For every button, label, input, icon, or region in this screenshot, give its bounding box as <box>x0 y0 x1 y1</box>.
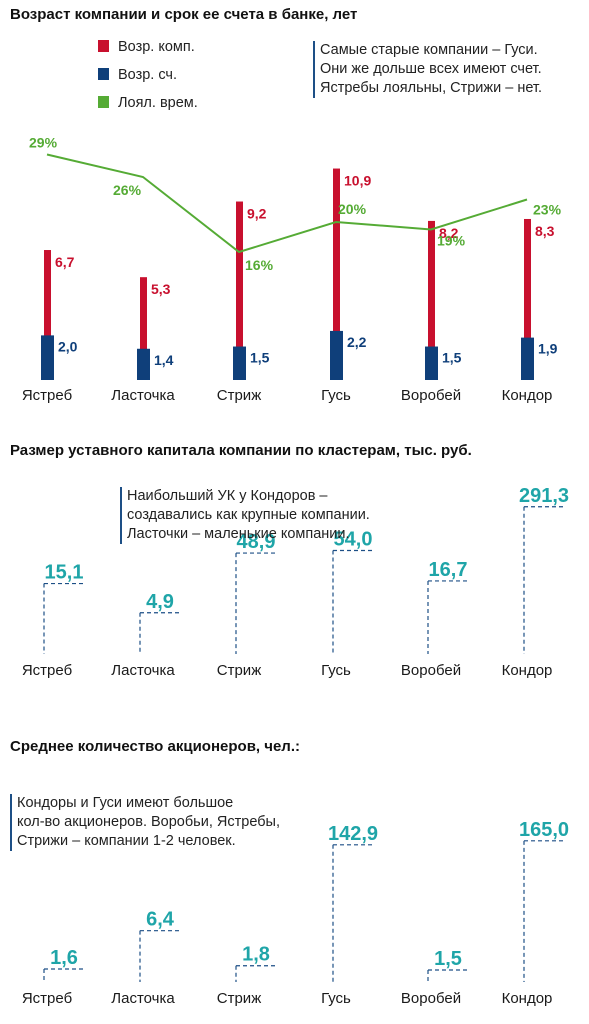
x-tick-label: Стриж <box>217 387 261 404</box>
x-tick-label: Гусь <box>321 662 351 679</box>
legend-swatch <box>98 68 109 80</box>
data-label: 1,5 <box>434 948 462 970</box>
data-label: 4,9 <box>146 591 174 613</box>
chart2-annotation: Наибольший УК у Кондоров – создавались к… <box>120 487 370 544</box>
data-label-age-company: 10,9 <box>344 173 371 189</box>
data-label: 6,4 <box>146 909 175 931</box>
chart3-annotation-line: Кондоры и Гуси имеют большое <box>17 795 234 811</box>
bar-age-company <box>140 277 147 380</box>
data-label: 15,1 <box>45 562 84 584</box>
bar-age-company <box>428 220 435 380</box>
data-label: 165,0 <box>519 819 569 841</box>
x-tick-label: Воробей <box>401 387 461 404</box>
data-label-age-account: 1,4 <box>154 352 174 368</box>
chart2-plot: 15,1 Ястреб 4,9 Ласточка 48,9 Стриж 54,0 Гусь 16… <box>22 485 569 679</box>
bar-age-account <box>521 337 534 380</box>
x-tick-label: Гусь <box>321 990 351 1007</box>
data-label-age-company: 5,3 <box>151 281 171 297</box>
chart1-annotation-line: Они же дольше всех имеют счет. <box>320 61 542 77</box>
chart3-annotation-line: кол-во акционеров. Воробьи, Ястребы, <box>17 814 280 830</box>
bar-age-account <box>425 346 438 380</box>
data-label: 48,9 <box>237 531 276 553</box>
data-label-loyalty: 23% <box>533 202 562 218</box>
x-tick-label: Ласточка <box>111 662 175 679</box>
chart2-annotation-line: Наибольший УК у Кондоров – <box>127 488 328 504</box>
x-tick-label: Ястреб <box>22 990 72 1007</box>
data-label-age-company: 8,2 <box>439 225 459 241</box>
data-label: 1,8 <box>242 944 270 966</box>
legend-swatch <box>98 96 109 108</box>
data-label-age-company: 8,3 <box>535 223 555 239</box>
legend-swatch <box>98 40 109 52</box>
data-label-age-account: 2,2 <box>347 334 367 350</box>
data-label: 142,9 <box>328 823 378 845</box>
bar-age-company <box>333 168 340 380</box>
chart1-title: Возраст компании и срок ее счета в банке… <box>10 6 358 23</box>
series-line-loyalty <box>46 153 528 254</box>
chart1-annotation: Самые старые компании – Гуси. Они же дол… <box>313 41 542 98</box>
chart1-annotation-line: Самые старые компании – Гуси. <box>320 42 538 58</box>
legend-label: Возр. комп. <box>118 39 195 55</box>
bar-age-account <box>41 335 54 380</box>
data-label-age-account: 1,5 <box>250 350 270 366</box>
x-tick-label: Кондор <box>502 662 553 679</box>
chart1-plot: Возр. комп. Возр. сч. Лоял. врем. 6,7 2,0 Яст… <box>22 39 562 404</box>
legend-label: Возр. сч. <box>118 67 177 83</box>
chart2-title: Размер уставного капитала компании по кл… <box>10 442 472 459</box>
data-label-age-account: 2,0 <box>58 338 78 354</box>
data-label: 54,0 <box>334 528 373 550</box>
data-label-age-company: 6,7 <box>55 254 75 270</box>
data-label-loyalty: 16% <box>245 257 274 273</box>
bar-age-account <box>233 346 246 380</box>
data-label-age-account: 1,9 <box>538 341 558 357</box>
bar-age-company <box>524 218 531 380</box>
chart3-annotation-line: Стрижи – компании 1-2 человек. <box>17 833 236 849</box>
data-label-loyalty: 19% <box>437 233 466 249</box>
data-label: 1,6 <box>50 947 78 969</box>
bar-age-company <box>44 250 51 380</box>
data-label: 16,7 <box>429 559 468 581</box>
x-tick-label: Ласточка <box>111 990 175 1007</box>
bar-age-account <box>330 330 343 380</box>
x-tick-label: Ласточка <box>111 387 175 404</box>
data-label-loyalty: 29% <box>29 135 58 151</box>
x-tick-label: Стриж <box>217 990 261 1007</box>
x-tick-label: Ястреб <box>22 387 72 404</box>
x-tick-label: Воробей <box>401 662 461 679</box>
chart2-annotation-line: Ласточки – маленькие компании. <box>127 526 350 542</box>
chart3-annotation: Кондоры и Гуси имеют большое кол-во акци… <box>10 794 280 851</box>
data-label-loyalty: 20% <box>338 201 367 217</box>
chart3-title: Среднее количество акционеров, чел.: <box>10 738 300 755</box>
x-tick-label: Кондор <box>502 990 553 1007</box>
data-label-age-account: 1,5 <box>442 350 462 366</box>
chart2-annotation-line: создавались как крупные компании. <box>127 507 370 523</box>
chart1-annotation-line: Ястребы лояльны, Стрижи – нет. <box>320 80 542 96</box>
x-tick-label: Стриж <box>217 662 261 679</box>
bar-age-account <box>137 348 150 380</box>
data-label-loyalty: 26% <box>113 182 142 198</box>
data-label-age-company: 9,2 <box>247 206 267 222</box>
x-tick-label: Гусь <box>321 387 351 404</box>
x-tick-label: Воробей <box>401 990 461 1007</box>
bar-age-company <box>236 201 243 380</box>
data-label: 291,3 <box>519 485 569 507</box>
x-tick-label: Ястреб <box>22 662 72 679</box>
legend-label: Лоял. врем. <box>118 95 198 111</box>
x-tick-label: Кондор <box>502 387 553 404</box>
